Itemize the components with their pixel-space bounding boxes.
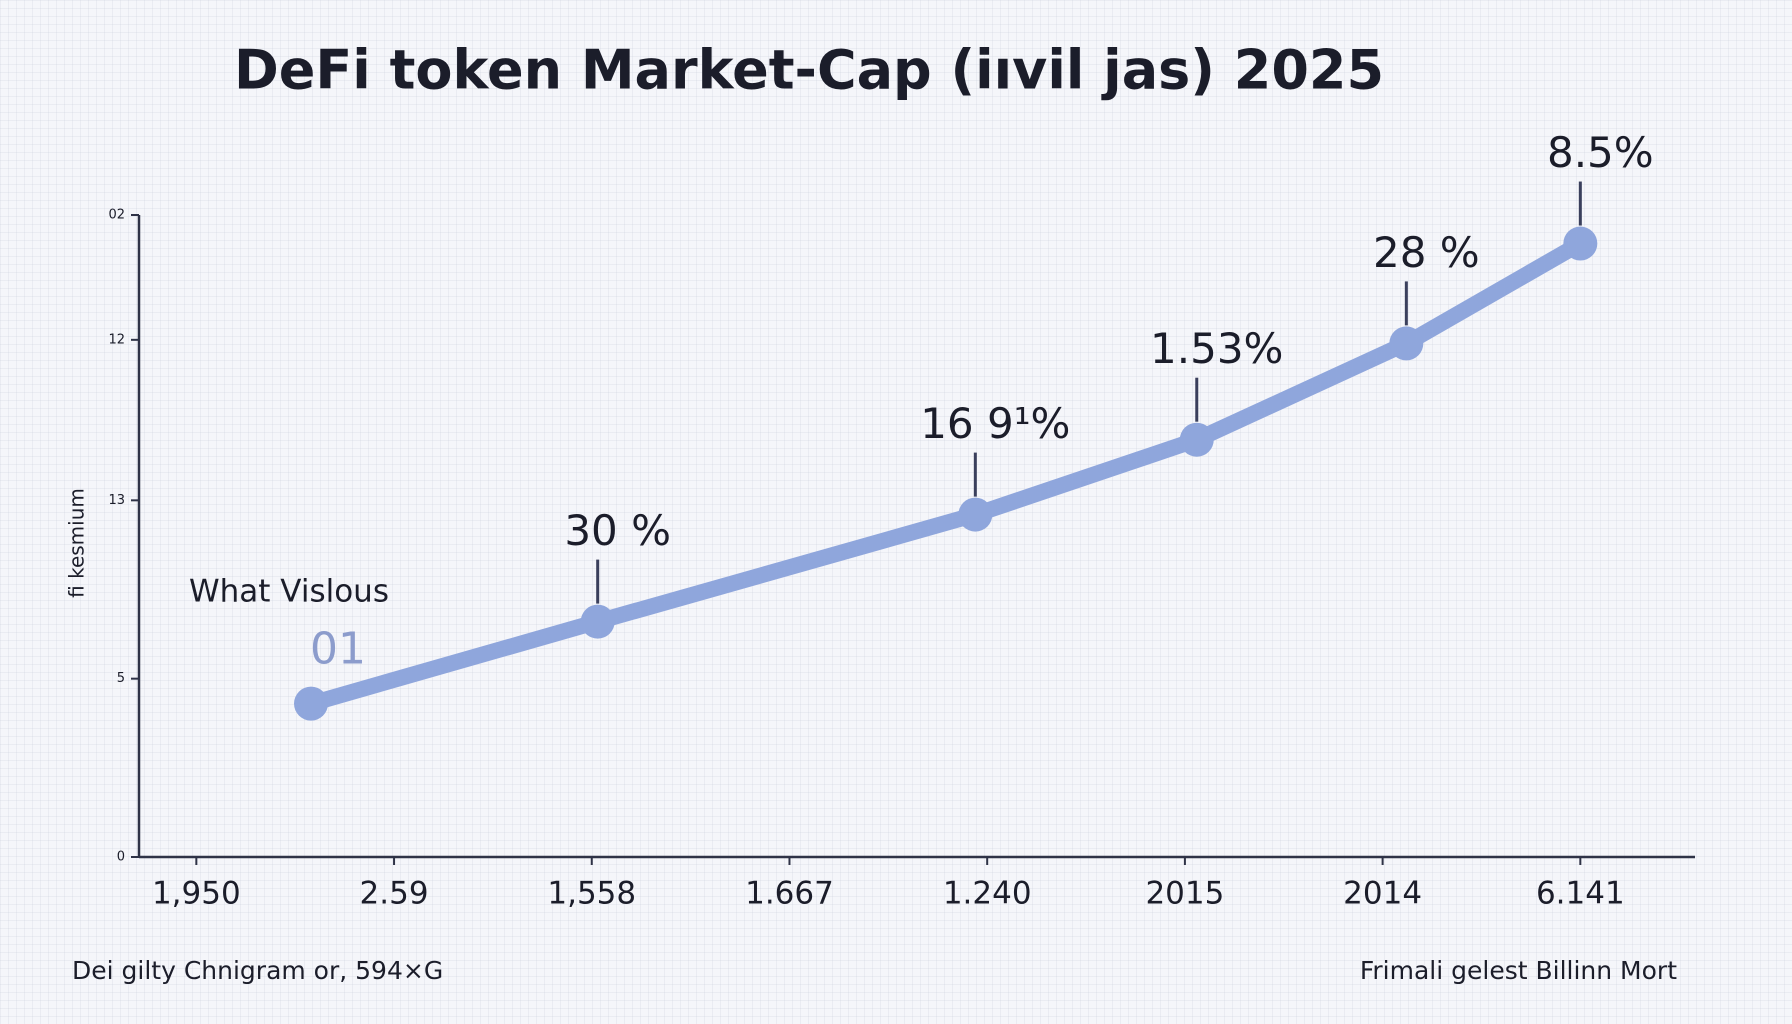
x-tick-label: 1.240 bbox=[943, 876, 1032, 912]
series-line bbox=[303, 235, 1589, 712]
data-label: 01 bbox=[310, 624, 366, 675]
x-tick-label: 2.59 bbox=[360, 876, 429, 912]
data-point bbox=[1389, 326, 1424, 361]
data-point bbox=[294, 686, 329, 721]
data-point bbox=[1563, 226, 1598, 261]
data-point bbox=[958, 497, 993, 532]
data-point bbox=[1179, 422, 1214, 457]
annotation: What Vislous bbox=[189, 574, 389, 610]
footnote: Dei gilty Chnigram or, 594×G bbox=[72, 956, 443, 985]
y-tick-label: 02 bbox=[108, 208, 125, 223]
data-label: 8.5% bbox=[1547, 128, 1654, 177]
x-tick-label: 2015 bbox=[1145, 876, 1224, 912]
data-point bbox=[580, 604, 615, 639]
x-tick-label: 1,558 bbox=[547, 876, 636, 912]
footnote: Frimali gelest Billinn Mort bbox=[1360, 956, 1677, 985]
x-tick-label: 1,950 bbox=[152, 876, 241, 912]
y-tick-label: 12 bbox=[108, 332, 125, 347]
x-tick-label: 6.141 bbox=[1536, 876, 1625, 912]
data-label: 1.53% bbox=[1150, 324, 1283, 373]
x-tick-label: 1.667 bbox=[745, 876, 834, 912]
y-tick-label: 13 bbox=[108, 493, 125, 508]
data-label: 16 9¹% bbox=[920, 399, 1070, 448]
x-tick-label: 2014 bbox=[1343, 876, 1422, 912]
y-axis-label: fi kesmium bbox=[65, 488, 89, 598]
data-label: 28 % bbox=[1373, 228, 1480, 277]
y-tick-label: 0 bbox=[117, 850, 125, 865]
data-label: 30 % bbox=[564, 506, 671, 555]
chart-title: DeFi token Market-Cap (iıvil jas) 2025 bbox=[234, 39, 1384, 102]
y-tick-label: 5 bbox=[117, 671, 125, 686]
